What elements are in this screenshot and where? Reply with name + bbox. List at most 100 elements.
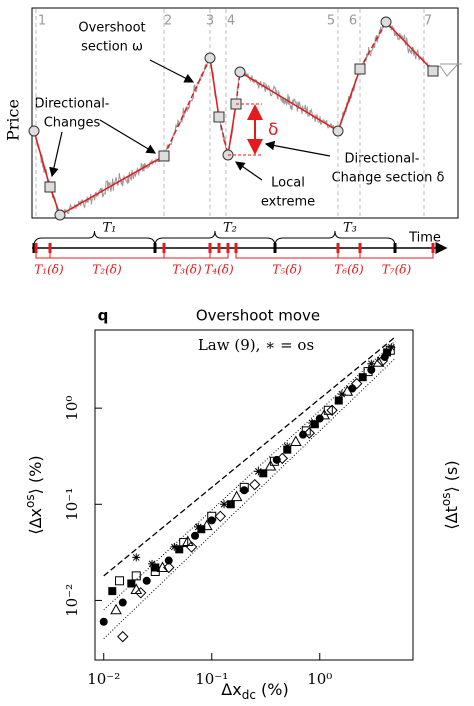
section-number: 6: [349, 14, 357, 29]
point: [249, 478, 261, 491]
dc-label: Directional-: [35, 97, 110, 112]
y-label-open: ⟨Δx: [26, 508, 45, 535]
point: [99, 617, 108, 626]
section-number: 2: [164, 14, 172, 29]
point: [326, 404, 338, 416]
dc-segment: [218, 116, 229, 156]
dc-bracket: [209, 253, 229, 259]
point: [132, 553, 141, 562]
section-number: 4: [227, 14, 235, 29]
point: [308, 419, 317, 428]
extreme-point: [54, 209, 66, 221]
chart-title: Overshoot move: [196, 307, 320, 325]
dc-tick: [48, 243, 52, 253]
dc-tick: [34, 243, 38, 253]
x-tick-label: 10⁰: [307, 670, 332, 688]
dc-label: Changes: [44, 116, 101, 131]
point: [163, 561, 175, 574]
point: [269, 456, 279, 466]
dc-bracket: [49, 253, 165, 259]
point: [164, 556, 173, 565]
overshoot-label: section ω: [81, 40, 143, 55]
period-tick: [153, 243, 157, 253]
dc-segment: [209, 57, 220, 118]
delta-symbol: δ: [268, 120, 278, 140]
y-tick-label: 10⁻¹: [63, 488, 81, 521]
point: [259, 469, 268, 478]
point: [376, 355, 389, 367]
dc-bracket: [35, 253, 51, 259]
time-label: Time: [408, 231, 441, 246]
point: [226, 500, 235, 509]
x-label-unit: (%): [256, 680, 289, 699]
y-tick-label: 10⁻²: [63, 584, 81, 617]
y-label-close: ⟩ (%): [26, 455, 45, 494]
dc-tick: [336, 243, 340, 253]
period-label: T₃: [343, 221, 357, 236]
period-tick: [273, 243, 277, 253]
point: [337, 390, 346, 399]
extreme-point: [380, 16, 392, 28]
section-number: 7: [424, 14, 432, 29]
dc-tick: [358, 243, 362, 253]
point: [358, 373, 367, 382]
dc-period-label: T₆(δ): [334, 263, 364, 277]
x-axis-label: Δxdc (%): [221, 680, 288, 702]
point: [115, 576, 125, 586]
point: [131, 571, 141, 581]
panel-label: q: [98, 307, 109, 325]
point: [310, 420, 319, 429]
dc-tick: [431, 243, 435, 253]
plot-frame: [94, 329, 414, 661]
dc-tick: [208, 243, 212, 253]
point: [363, 367, 373, 377]
point: [254, 467, 263, 476]
overshoot-label: Overshoot: [78, 21, 145, 36]
point: [348, 384, 357, 393]
extreme-point: [332, 125, 344, 137]
dc-section-label: Change section δ: [332, 171, 445, 186]
dc-tick: [162, 243, 166, 253]
point: [179, 538, 189, 548]
pointer-arrow: [99, 119, 157, 154]
dc-bracket: [337, 253, 361, 259]
dc-segment: [33, 130, 51, 188]
dc-bracket: [359, 253, 434, 259]
point: [197, 525, 206, 534]
y2-label-sup: os: [439, 493, 453, 507]
point: [301, 426, 311, 436]
point: [341, 385, 354, 396]
period-brace: [274, 230, 396, 247]
pointer-arrow: [49, 131, 63, 178]
period-label: T₂: [223, 221, 237, 236]
period-tick: [32, 243, 36, 253]
point: [118, 598, 127, 607]
dc-segment: [163, 57, 211, 157]
dc-point: [158, 150, 170, 162]
period-tick: [393, 243, 397, 253]
y2-axis-label: ⟨Δtos⟩ (s): [439, 460, 461, 529]
price-label: Price: [4, 99, 23, 141]
dc-point: [213, 111, 225, 123]
reference-line: [103, 340, 396, 611]
period-brace: [154, 230, 276, 247]
point: [170, 542, 179, 551]
point: [156, 561, 169, 572]
point: [383, 348, 392, 357]
point: [214, 510, 227, 523]
point: [387, 343, 396, 352]
point: [289, 435, 302, 446]
point: [220, 500, 229, 509]
dc-segment: [337, 68, 361, 132]
dc-bracket: [163, 253, 211, 259]
point: [191, 531, 200, 540]
extreme-point: [28, 125, 40, 137]
dc-point: [354, 63, 366, 75]
x-label-base: Δx: [221, 680, 241, 699]
point: [194, 523, 203, 532]
pointer-arrow: [149, 59, 195, 83]
dc-tick: [234, 243, 238, 253]
y-tick-label: 10⁰: [63, 396, 81, 421]
dc-period-label: T₃(δ): [172, 263, 202, 277]
point: [150, 566, 160, 576]
